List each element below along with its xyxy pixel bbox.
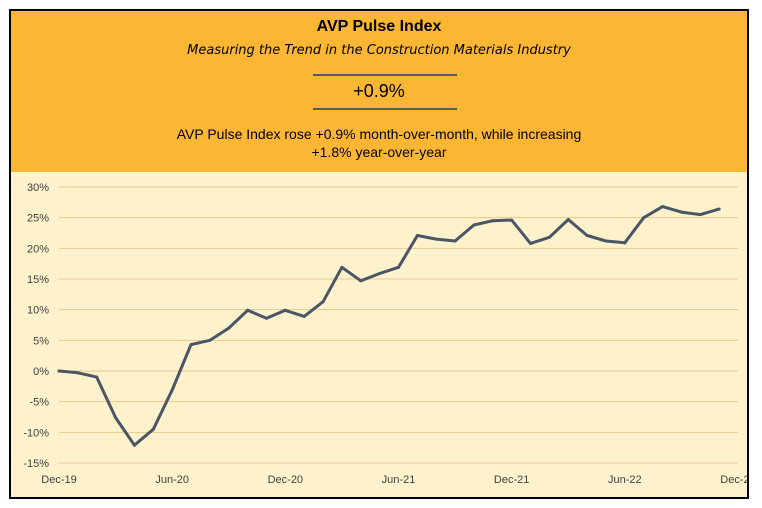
series-line [57, 205, 721, 447]
line-chart: 30% 25% 20% 15% 10% 5% 0% -5% -10% -15% Dec-19 Jun-… [23, 182, 755, 486]
chart-subtitle: Measuring the Trend in the Construction … [187, 43, 571, 58]
data-point [283, 308, 287, 312]
data-point [604, 239, 608, 243]
y-tick-label: 5% [33, 335, 49, 347]
data-point [170, 388, 174, 392]
y-tick-label: 20% [27, 243, 49, 255]
data-point [472, 223, 476, 227]
data-point [566, 218, 570, 222]
y-tick-label: 10% [27, 305, 49, 317]
data-point [661, 205, 665, 209]
y-tick-label: 15% [27, 274, 49, 286]
x-tick-label: Jun-20 [155, 474, 189, 486]
data-point [208, 338, 212, 342]
x-tick-label: Jun-21 [382, 474, 416, 486]
data-point [679, 210, 683, 214]
chart-frame: AVP Pulse Index Measuring the Trend in t… [9, 9, 756, 499]
headline-value: +0.9% [353, 81, 405, 101]
data-point [302, 314, 306, 318]
x-tick-label: Dec-22 [720, 474, 747, 486]
headline-rule-bottom [313, 108, 457, 110]
y-tick-label: -10% [23, 427, 49, 439]
y-tick-label: 0% [33, 366, 49, 378]
data-point [529, 241, 533, 245]
x-tick-label: Jun-22 [608, 474, 642, 486]
data-point [698, 213, 702, 217]
data-point [378, 271, 382, 275]
data-point [717, 207, 721, 211]
y-tick-label: 30% [27, 182, 49, 194]
data-point [246, 308, 250, 312]
chart-title: AVP Pulse Index [316, 18, 442, 35]
data-point [585, 233, 589, 237]
data-point [397, 265, 400, 269]
y-tick-label: 25% [27, 213, 49, 225]
headline-rule-top [313, 74, 457, 76]
data-point [510, 218, 514, 222]
data-point [189, 343, 193, 347]
data-point [227, 326, 231, 330]
data-point [132, 443, 136, 447]
data-point [321, 300, 325, 304]
data-point [453, 239, 457, 243]
summary-line-2: +1.8% year-over-year [311, 144, 447, 160]
data-point [415, 233, 419, 237]
data-point [642, 216, 646, 220]
chart-area: 30% 25% 20% 15% 10% 5% 0% -5% -10% -15% Dec-19 Jun-… [11, 172, 755, 497]
data-point [264, 316, 268, 320]
x-tick-label: Dec-20 [268, 474, 303, 486]
summary-text: AVP Pulse Index rose +0.9% month-over-mo… [129, 125, 629, 161]
y-tick-label: -15% [23, 458, 49, 470]
data-point [547, 235, 551, 239]
summary-line-1: AVP Pulse Index rose +0.9% month-over-mo… [176, 126, 582, 142]
data-point [151, 427, 155, 431]
data-point [95, 375, 99, 379]
x-tick-label: Dec-21 [494, 474, 529, 486]
data-point [57, 369, 61, 373]
data-point [76, 371, 80, 375]
data-point [623, 241, 627, 245]
x-tick-label: Dec-19 [41, 474, 76, 486]
data-point [491, 219, 495, 223]
header-panel: AVP Pulse Index Measuring the Trend in t… [11, 11, 747, 172]
data-point [114, 416, 118, 420]
y-tick-label: -5% [29, 397, 49, 409]
data-point [434, 237, 438, 241]
data-point [340, 265, 344, 269]
data-point [359, 279, 363, 283]
